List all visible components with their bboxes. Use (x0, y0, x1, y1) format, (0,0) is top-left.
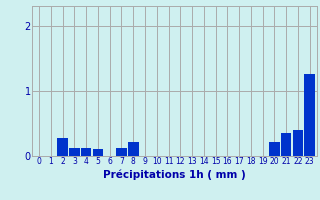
Bar (293, 130, 303, 156)
Bar (92, 149, 103, 156)
Bar (128, 142, 139, 156)
X-axis label: Précipitations 1h ( mm ): Précipitations 1h ( mm ) (103, 169, 246, 180)
Bar (269, 142, 280, 156)
Bar (57, 138, 68, 156)
Bar (281, 133, 292, 156)
Bar (69, 148, 80, 156)
Bar (304, 74, 315, 156)
Bar (81, 148, 92, 156)
Bar (116, 148, 127, 156)
